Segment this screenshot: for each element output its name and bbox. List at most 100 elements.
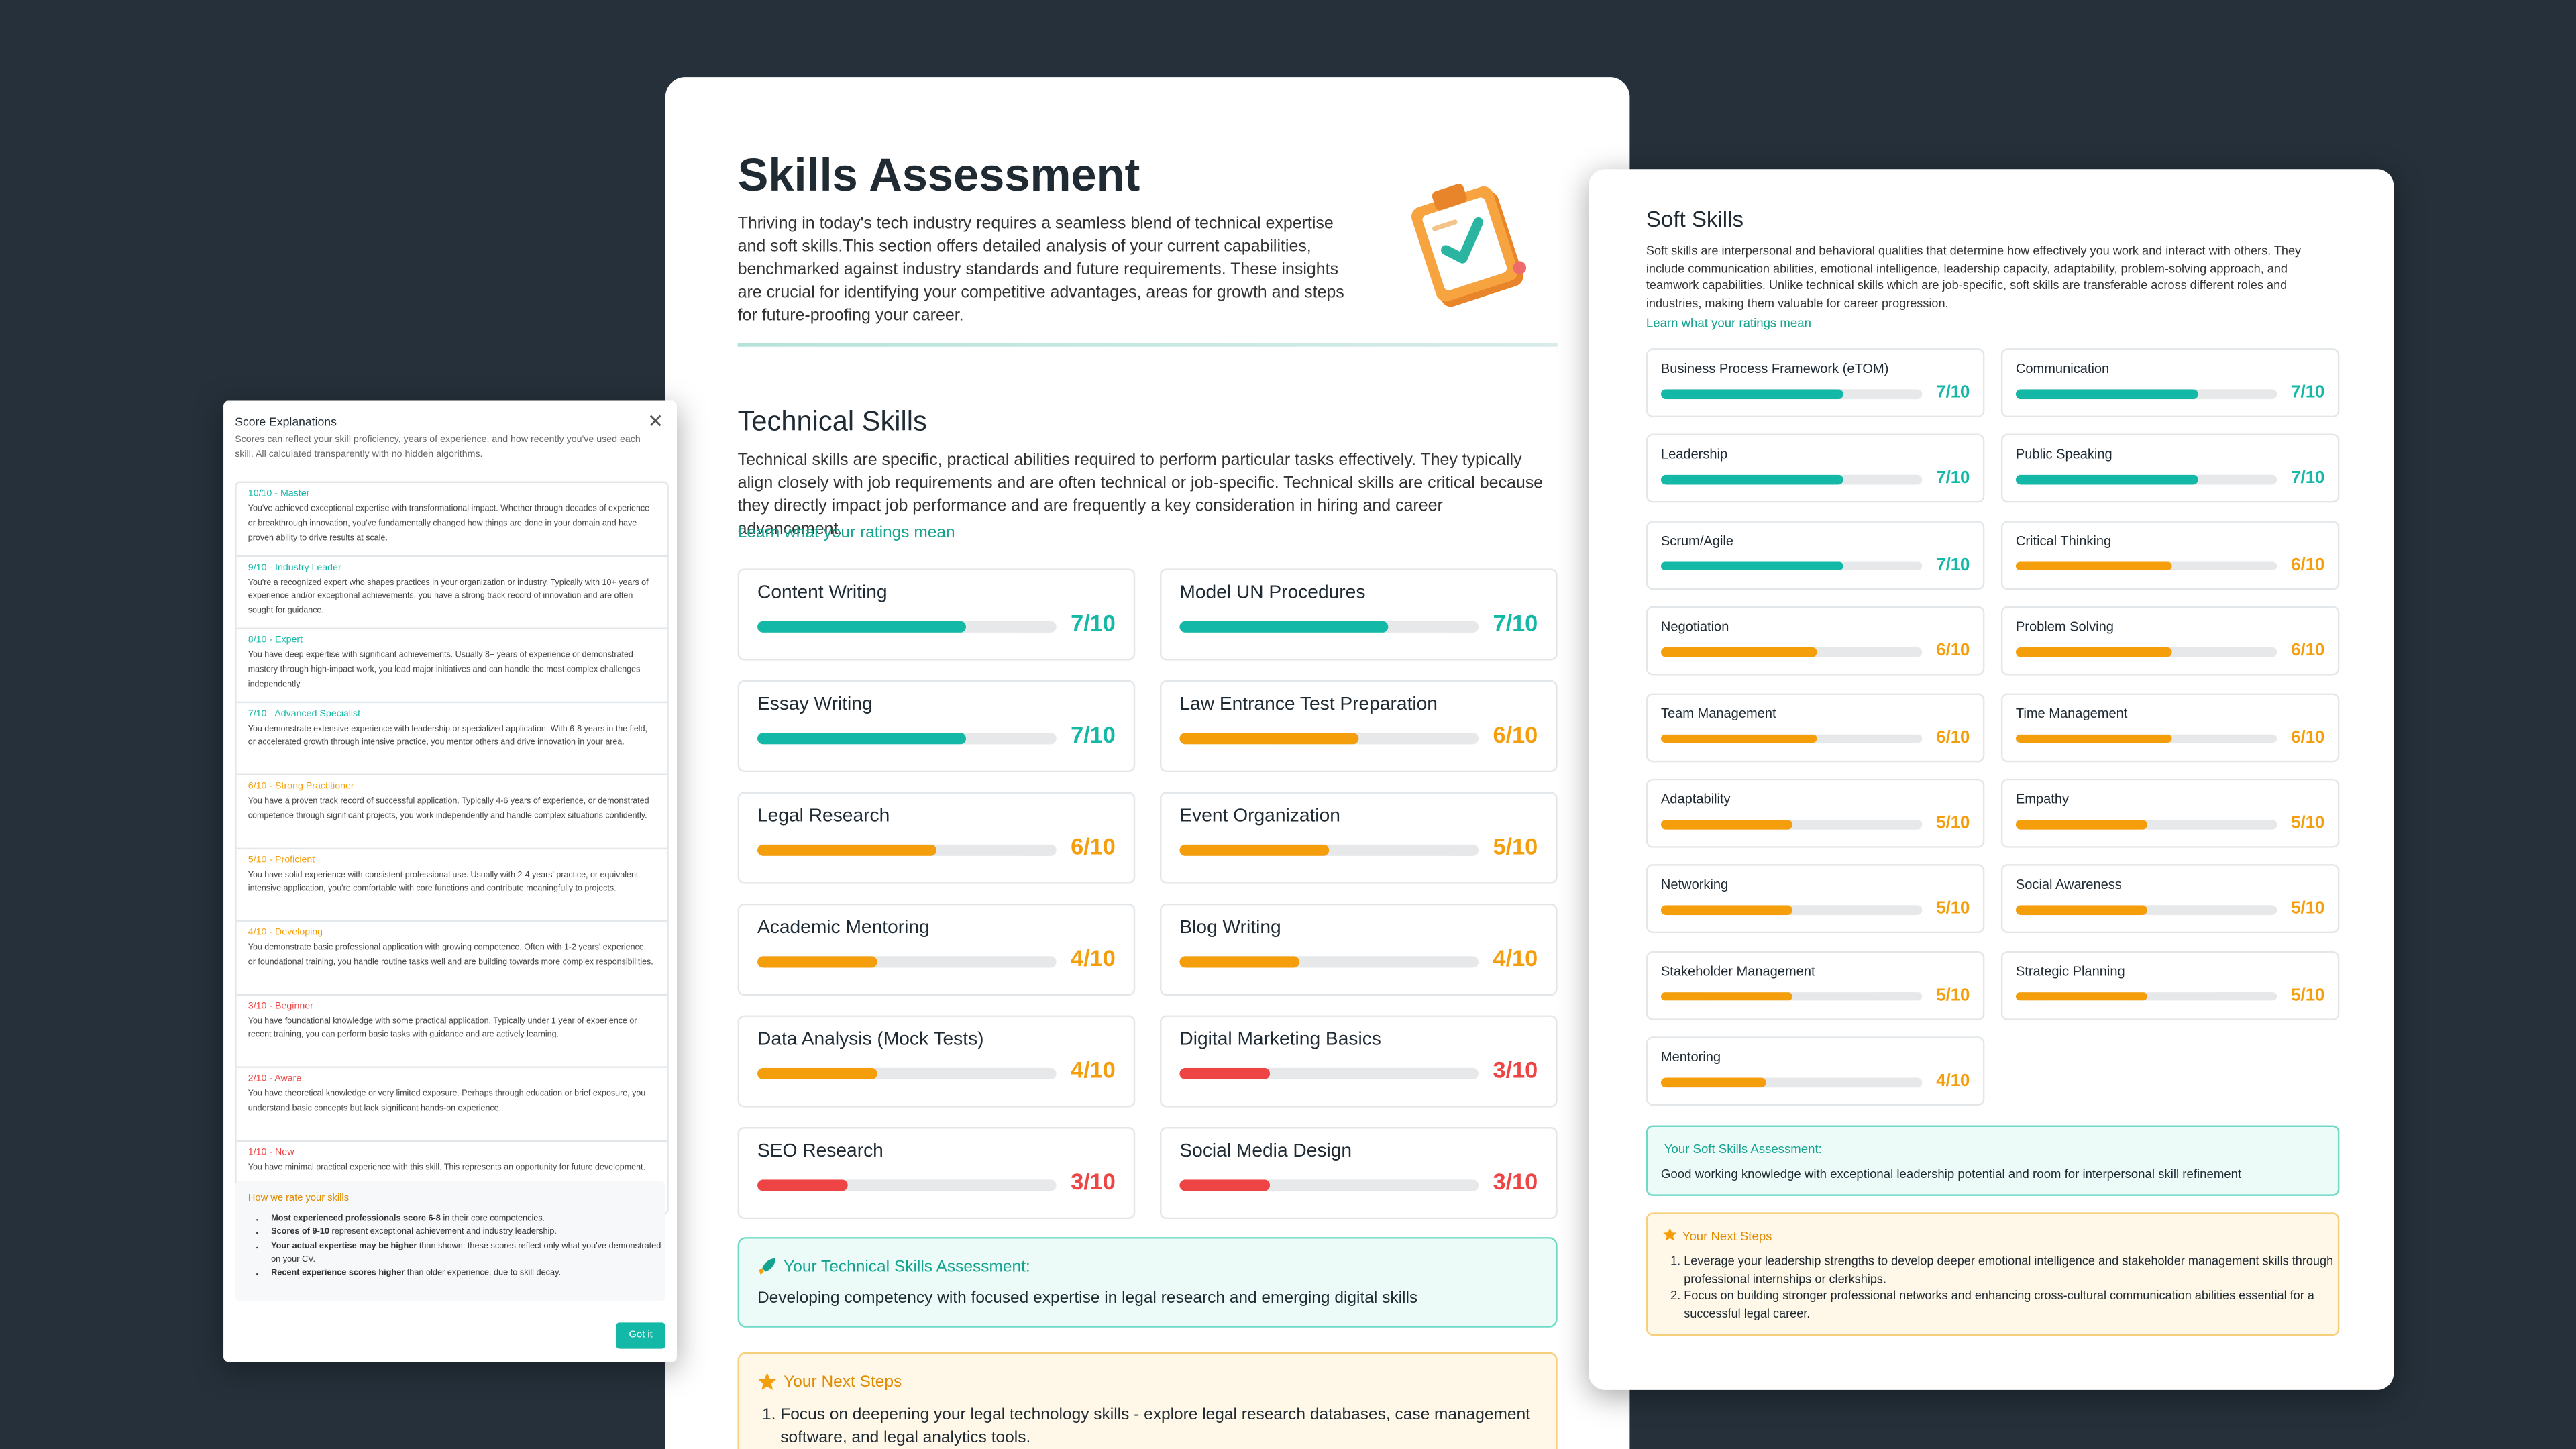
main-card: Skills Assessment Thriving in today's te… [665, 77, 1630, 1449]
skill-name: SEO Research [757, 1142, 883, 1162]
score-label: 5/10 [1493, 833, 1538, 859]
skill-card: Social Awareness 5/10 [2000, 865, 2340, 934]
score-label: 6/10 [2291, 641, 2325, 661]
skill-card: Legal Research 6/10 [737, 792, 1136, 884]
rate-point: Most experienced professionals score 6-8… [271, 1212, 662, 1226]
score-bar [1179, 621, 1389, 633]
rate-point: Scores of 9-10 represent exceptional ach… [271, 1226, 662, 1240]
assessment-text: Developing competency with focused exper… [757, 1289, 1418, 1308]
score-label: 3/10 [1493, 1056, 1538, 1083]
rate-point-bold: Your actual expertise may be higher [271, 1241, 417, 1252]
level-text: You have minimal practical experience wi… [248, 1162, 645, 1173]
skill-name: Academic Mentoring [757, 918, 930, 938]
skill-name: Negotiation [1660, 619, 1729, 635]
close-button[interactable] [649, 414, 662, 427]
score-bar [2015, 647, 2173, 657]
ratings-link[interactable]: Learn what your ratings mean [1646, 315, 1811, 331]
score-label: 6/10 [2291, 555, 2325, 575]
skill-name: Problem Solving [2015, 619, 2114, 635]
skill-name: Mentoring [1660, 1050, 1721, 1065]
score-track [2015, 647, 2277, 657]
rate-point-text: than older experience, due to skill deca… [405, 1269, 561, 1279]
level-title: 2/10 - Aware [248, 1074, 302, 1085]
rate-point-text: represent exceptional achievement and in… [329, 1228, 557, 1238]
rate-point-text: than shown: these scores reflect only wh… [271, 1241, 661, 1265]
score-track [1660, 475, 1923, 485]
level-text: You have foundational knowledge with som… [248, 1016, 637, 1040]
score-label: 5/10 [2291, 813, 2325, 833]
got-it-button[interactable]: Got it [616, 1322, 665, 1349]
skill-card: Empathy 5/10 [2000, 778, 2340, 848]
score-bar [1179, 1179, 1270, 1191]
skill-name: Leadership [1660, 447, 1728, 463]
score-track [1660, 1077, 1923, 1087]
modal-subtitle: Scores can reflect your skill proficienc… [235, 435, 641, 460]
level-title: 5/10 - Proficient [248, 855, 315, 865]
next-steps-list: Focus on deepening your legal technology… [757, 1405, 1552, 1449]
skill-name: Legal Research [757, 806, 890, 826]
score-label: 7/10 [1936, 555, 1970, 575]
score-bar [757, 621, 967, 633]
skill-card: Scrum/Agile 7/10 [1646, 520, 1985, 590]
level-item: 3/10 - Beginner You have foundational kno… [236, 993, 667, 1066]
score-modal: Score Explanations Scores can reflect yo… [223, 400, 677, 1362]
score-label: 3/10 [1493, 1168, 1538, 1195]
level-title: 6/10 - Strong Practitioner [248, 782, 354, 792]
score-track [1179, 956, 1479, 968]
score-track [2015, 733, 2277, 743]
skill-card: Social Media Design 3/10 [1159, 1127, 1558, 1220]
level-item: 5/10 - Proficient You have solid experien… [236, 847, 667, 920]
score-bar [2015, 389, 2199, 398]
skill-name: Communication [2015, 361, 2110, 376]
skill-card: Adaptability 5/10 [1646, 778, 1985, 848]
rate-point-bold: Scores of 9-10 [271, 1228, 329, 1238]
score-track [2015, 906, 2277, 915]
score-bar [1660, 389, 1844, 398]
skill-card: Event Organization 5/10 [1159, 792, 1558, 884]
score-track [2015, 475, 2277, 485]
score-bar [2015, 820, 2147, 829]
score-bar [1660, 561, 1844, 571]
level-text: You demonstrate extensive experience wit… [248, 723, 648, 749]
skill-card: Model UN Procedures 7/10 [1159, 568, 1558, 661]
score-bar [2015, 906, 2147, 915]
section-description: Soft skills are interpersonal and behavi… [1646, 243, 2302, 310]
level-item: 1/10 - New You have minimal practical exp… [236, 1139, 667, 1212]
skill-name: Networking [1660, 877, 1729, 893]
assessment-title: Your Technical Skills Assessment: [784, 1258, 1030, 1277]
rocket-icon [759, 1258, 775, 1275]
skill-card: Problem Solving 6/10 [2000, 606, 2340, 676]
section-heading: Technical Skills [737, 405, 927, 437]
score-track [757, 1067, 1057, 1079]
score-track [1660, 991, 1923, 1002]
score-bar [2015, 475, 2199, 485]
score-track [1179, 621, 1479, 633]
level-item: 6/10 - Strong Practitioner You have a pro… [236, 773, 667, 847]
clipboard-icon [1411, 184, 1527, 307]
next-steps-title: Your Next Steps [784, 1373, 902, 1392]
assessment-text: Good working knowledge with exceptional … [1660, 1166, 2242, 1181]
score-label: 6/10 [1071, 833, 1116, 859]
score-bar [1660, 475, 1844, 485]
score-bar [757, 733, 967, 745]
score-bar [1179, 1067, 1270, 1079]
score-bar [1660, 906, 1792, 915]
score-track [1179, 1067, 1479, 1079]
assessment-box: Your Technical Skills Assessment: Develo… [737, 1237, 1558, 1328]
skill-card: Digital Marketing Basics 3/10 [1159, 1015, 1558, 1108]
score-bar [757, 1179, 847, 1191]
score-bar [757, 844, 937, 856]
level-item: 4/10 - Developing You demonstrate basic p… [236, 920, 667, 993]
score-label: 4/10 [1071, 1056, 1116, 1083]
score-track [757, 733, 1057, 745]
level-title: 1/10 - New [248, 1147, 294, 1158]
level-title: 9/10 - Industry Leader [248, 562, 341, 573]
score-label: 6/10 [1493, 721, 1538, 748]
ratings-link[interactable]: Learn what your ratings mean [737, 524, 955, 543]
skill-name: Strategic Planning [2015, 964, 2125, 979]
skill-card: Team Management 6/10 [1646, 692, 1985, 762]
score-label: 5/10 [1936, 813, 1970, 833]
levels-list: 10/10 - Master You've achieved exceptiona… [235, 481, 669, 1214]
score-label: 4/10 [1071, 945, 1116, 971]
score-track [2015, 820, 2277, 829]
